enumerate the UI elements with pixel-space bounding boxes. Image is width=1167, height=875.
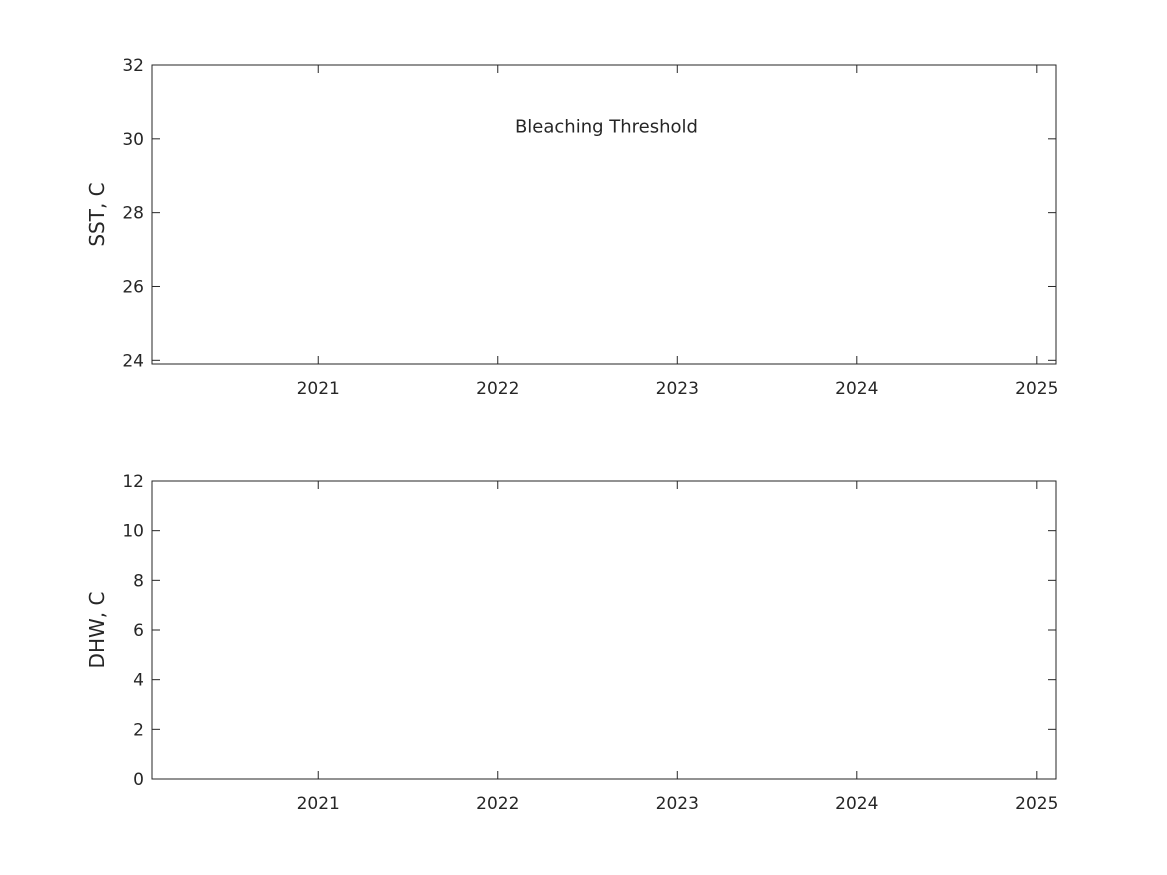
y-tick-label: 30 [122,130,144,150]
y-tick-label: 8 [133,571,144,591]
y-tick-label: 24 [122,351,144,371]
x-tick-label: 2024 [835,794,878,814]
sst-ylabel: SST, C [85,182,109,246]
y-tick-label: 0 [133,770,144,790]
y-tick-label: 12 [122,472,144,492]
x-tick-label: 2023 [656,379,699,399]
x-tick-label: 2021 [297,794,340,814]
x-tick-label: 2025 [1015,794,1058,814]
x-tick-label: 2023 [656,794,699,814]
x-tick-label: 2022 [476,379,519,399]
y-tick-label: 4 [133,671,144,691]
y-tick-label: 6 [133,621,144,641]
y-tick-label: 26 [122,277,144,297]
sst-panel: SST, C 2021 2022 2023 2024 2025 24 26 28 30 32 Ble… [85,56,1058,399]
dhw-ylabel: DHW, C [85,592,109,669]
x-tick-label: 2021 [297,379,340,399]
dhw-axes-box [151,480,1057,780]
sst-axes-box [151,64,1057,365]
y-tick-label: 32 [122,56,144,76]
y-tick-label: 28 [122,204,144,224]
dhw-panel: DHW, C 2021 2022 2023 2024 2025 0 2 4 6 8 10 12 [85,472,1058,814]
annotation-label: Bleaching Threshold [515,117,698,138]
x-tick-label: 2025 [1015,379,1058,399]
x-tick-label: 2022 [476,794,519,814]
y-tick-label: 10 [122,522,144,542]
y-tick-label: 2 [133,720,144,740]
x-tick-label: 2024 [835,379,878,399]
